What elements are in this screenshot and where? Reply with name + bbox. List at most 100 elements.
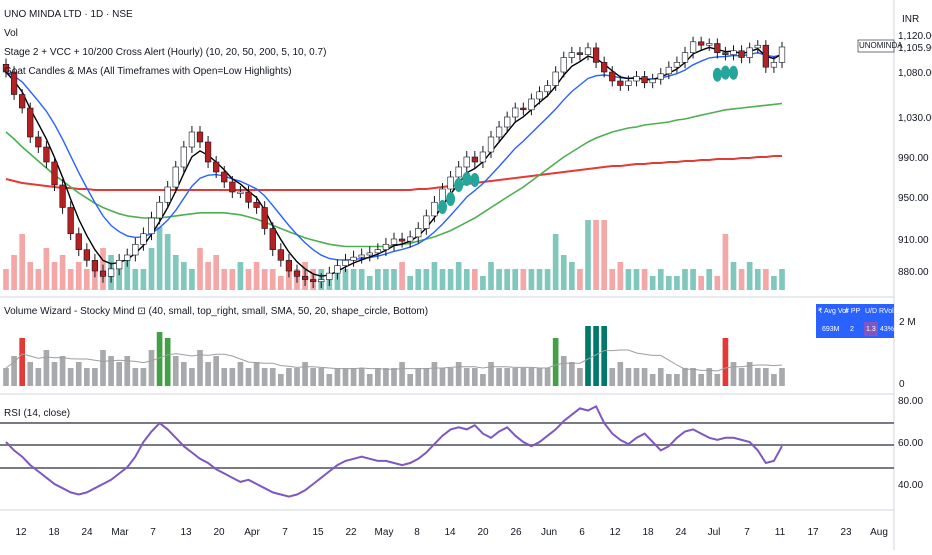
volume-wizard-bar bbox=[649, 374, 656, 386]
candle-body bbox=[148, 217, 155, 235]
volume-wizard-bar bbox=[569, 362, 575, 386]
volume-wizard-bar bbox=[512, 368, 519, 386]
indicator-stage2-label[interactable]: Stage 2 + VCC + 10/200 Cross Alert (Hour… bbox=[4, 47, 327, 58]
candle-body bbox=[407, 236, 414, 242]
candle-body bbox=[237, 191, 244, 194]
goat-marker bbox=[720, 65, 730, 80]
candle-body bbox=[83, 249, 90, 261]
candle-body bbox=[140, 233, 147, 245]
symbol-title: UNO MINDA LTD · 1D · NSE bbox=[4, 9, 133, 20]
volume-bar bbox=[148, 248, 155, 290]
volume-bar bbox=[763, 269, 769, 290]
candle-body bbox=[398, 238, 406, 242]
candle-body bbox=[196, 131, 204, 143]
volume-bar bbox=[649, 276, 656, 290]
candle-body bbox=[706, 43, 713, 46]
ma20-line bbox=[5, 51, 783, 261]
price-tick-label: 1,080.00 bbox=[898, 68, 932, 79]
volume-bar bbox=[124, 255, 131, 290]
volume-wizard-bar bbox=[164, 338, 171, 386]
volume-bar bbox=[423, 269, 430, 290]
volume-bar bbox=[286, 269, 292, 290]
volume-wizard-bar bbox=[560, 356, 567, 386]
volume-bar bbox=[67, 269, 74, 290]
price-tick-label: 1,120.00 bbox=[898, 31, 932, 42]
candle-body bbox=[609, 71, 616, 82]
volume-bar bbox=[593, 220, 599, 290]
volume-bar bbox=[261, 269, 268, 290]
candle-body bbox=[2, 63, 10, 73]
volume-wizard-bar bbox=[674, 374, 680, 386]
indicator-goat-label[interactable]: Goat Candles & MAs (All Timeframes with … bbox=[4, 66, 292, 77]
volume-wizard-bar bbox=[205, 362, 211, 386]
volume-wizard-bar bbox=[682, 368, 688, 386]
volume-wizard-title[interactable]: Volume Wizard - Stocky Mind ⊡ (40, small… bbox=[4, 306, 429, 317]
volume-wizard-bar bbox=[625, 368, 632, 386]
vol-axis-0: 0 bbox=[899, 379, 905, 390]
time-axis[interactable]: 12 18 24 Mar 7 13 20 Apr 7 15 22 May 8 14 20 26 Jun 6 12 18… bbox=[15, 527, 887, 538]
volume-wizard-bar bbox=[431, 362, 438, 386]
vol-label[interactable]: Vol bbox=[4, 28, 18, 39]
candle-body bbox=[520, 107, 527, 111]
volume-bar bbox=[682, 269, 688, 290]
vol-table-bg bbox=[816, 304, 894, 338]
volume-bar bbox=[698, 276, 704, 290]
candle-body bbox=[51, 161, 58, 186]
vol-table-v-rvol: 43% bbox=[880, 326, 895, 333]
candle-body bbox=[544, 85, 551, 93]
candle-body bbox=[487, 136, 495, 153]
volume-wizard-bar bbox=[746, 362, 753, 386]
volume-bar bbox=[706, 269, 713, 290]
candle-body bbox=[649, 78, 656, 84]
candle-body bbox=[455, 166, 462, 178]
volume-wizard-bar bbox=[156, 332, 163, 386]
volume-wizard-bar bbox=[657, 368, 664, 386]
candle-body bbox=[366, 252, 373, 256]
volume-wizard-bar bbox=[326, 374, 333, 386]
volume-wizard-bar bbox=[706, 368, 713, 386]
volume-wizard-bar bbox=[51, 362, 58, 386]
candle-body bbox=[584, 47, 592, 55]
volume-bar bbox=[633, 269, 640, 290]
volume-wizard-bar bbox=[399, 362, 405, 386]
volume-bar bbox=[690, 269, 696, 290]
vol-table-ud-cell bbox=[864, 322, 878, 336]
time-tick-label: 7 bbox=[744, 527, 750, 538]
candle-body bbox=[132, 244, 139, 256]
volume-wizard-bar bbox=[334, 368, 341, 386]
volume-bar bbox=[544, 269, 551, 290]
volume-bar bbox=[205, 262, 211, 290]
volume-bar bbox=[512, 269, 519, 290]
candle-body bbox=[43, 146, 50, 163]
volume-wizard-bar bbox=[261, 368, 268, 386]
time-tick-label: 24 bbox=[81, 527, 93, 538]
volume-wizard-bar bbox=[754, 368, 761, 386]
rsi-tick-label: 60.00 bbox=[898, 438, 923, 449]
volume-bar bbox=[197, 248, 203, 290]
volume-wizard-bar bbox=[666, 374, 672, 386]
candle-body bbox=[778, 46, 786, 63]
candle-body bbox=[10, 71, 18, 95]
price-axis[interactable]: 880.00 910.00 950.00 990.00 1,030.00 1,080.00… bbox=[898, 31, 932, 491]
volume-wizard-bar bbox=[714, 374, 721, 386]
volume-bar bbox=[19, 234, 25, 290]
time-tick-label: 17 bbox=[807, 527, 819, 538]
candle-body bbox=[164, 186, 171, 203]
volume-bar bbox=[116, 262, 122, 290]
volume-bar bbox=[439, 269, 446, 290]
time-tick-label: 22 bbox=[345, 527, 357, 538]
volume-bar bbox=[714, 276, 721, 290]
volume-bar bbox=[577, 269, 583, 290]
volume-bar bbox=[520, 269, 527, 290]
candle-body bbox=[754, 44, 761, 49]
candle-body bbox=[382, 244, 390, 250]
volume-wizard-bar bbox=[447, 368, 454, 386]
volume-wizard-bar bbox=[520, 368, 527, 386]
rsi-title[interactable]: RSI (14, close) bbox=[4, 408, 71, 419]
candle-body bbox=[447, 176, 454, 190]
volume-bar bbox=[383, 269, 389, 290]
volume-bar bbox=[213, 255, 219, 290]
candle-body bbox=[350, 256, 357, 261]
goat-marker bbox=[729, 65, 738, 80]
candle-body bbox=[374, 249, 381, 254]
